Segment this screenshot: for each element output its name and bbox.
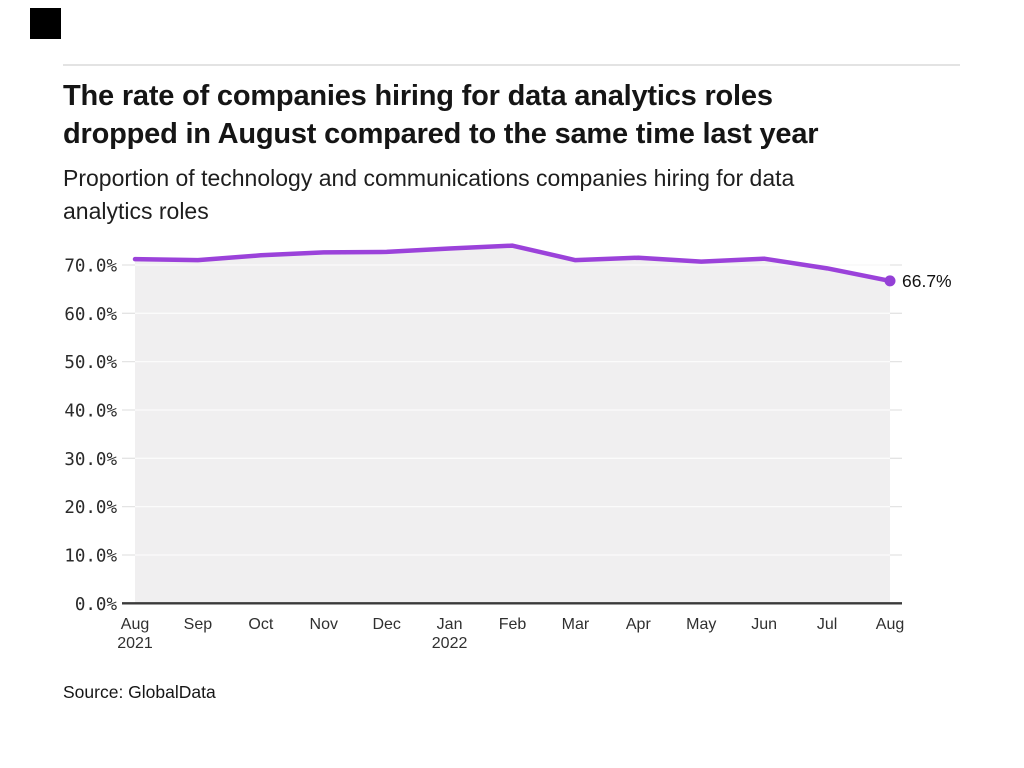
y-tick-label: 30.0% bbox=[64, 450, 117, 470]
end-value-label: 66.7% bbox=[902, 271, 952, 291]
y-tick-label: 0.0% bbox=[75, 595, 118, 615]
data-line bbox=[132, 243, 893, 284]
x-tick-label: Aug bbox=[876, 616, 904, 633]
x-tick-label: Sep bbox=[184, 616, 213, 633]
x-tick-label: Mar bbox=[562, 616, 590, 633]
x-tick-label: Jul bbox=[817, 616, 837, 633]
chart-area: 0.0% 10.0% 20.0% 30.0% 40.0% 50.0% 60.0% 70.0% A… bbox=[0, 240, 1024, 670]
y-tick-label: 10.0% bbox=[64, 546, 117, 566]
source-note: Source: GlobalData bbox=[63, 682, 216, 702]
area-fill bbox=[135, 245, 891, 604]
x-tick-label: Oct bbox=[248, 616, 273, 633]
page-title-line1: The rate of companies hiring for data an… bbox=[63, 80, 773, 112]
y-tick-label: 50.0% bbox=[64, 353, 117, 373]
x-tick-label: Feb bbox=[499, 616, 527, 633]
page-subtitle: Proportion of technology and communicati… bbox=[63, 162, 983, 228]
x-tick-label: Aug bbox=[121, 616, 149, 633]
y-tick-label: 60.0% bbox=[64, 305, 117, 325]
x-tick-label: Dec bbox=[372, 616, 400, 633]
page-title: The rate of companies hiring for data an… bbox=[63, 77, 983, 153]
x-tick-year-label: 2022 bbox=[432, 635, 468, 652]
x-tick-label: Nov bbox=[310, 616, 338, 633]
x-tick-label: May bbox=[686, 616, 716, 633]
y-tick-label: 70.0% bbox=[64, 256, 117, 276]
page-title-line2: dropped in August compared to the same t… bbox=[63, 118, 819, 150]
x-tick-year-label: 2021 bbox=[117, 635, 153, 652]
page-subtitle-line1: Proportion of technology and communicati… bbox=[63, 165, 795, 191]
y-tick-label: 20.0% bbox=[64, 498, 117, 518]
brand-logo-square bbox=[30, 8, 61, 39]
y-tick-label: 40.0% bbox=[64, 401, 117, 421]
line-chart: 0.0% 10.0% 20.0% 30.0% 40.0% 50.0% 60.0% 70.0% A… bbox=[64, 243, 952, 652]
header-divider bbox=[63, 64, 960, 66]
x-tick-label: Jan bbox=[437, 616, 463, 633]
end-point-marker bbox=[884, 275, 896, 287]
x-tick-label: Jun bbox=[751, 616, 777, 633]
x-tick-label: Apr bbox=[626, 616, 652, 633]
page-subtitle-line2: analytics roles bbox=[63, 198, 209, 224]
